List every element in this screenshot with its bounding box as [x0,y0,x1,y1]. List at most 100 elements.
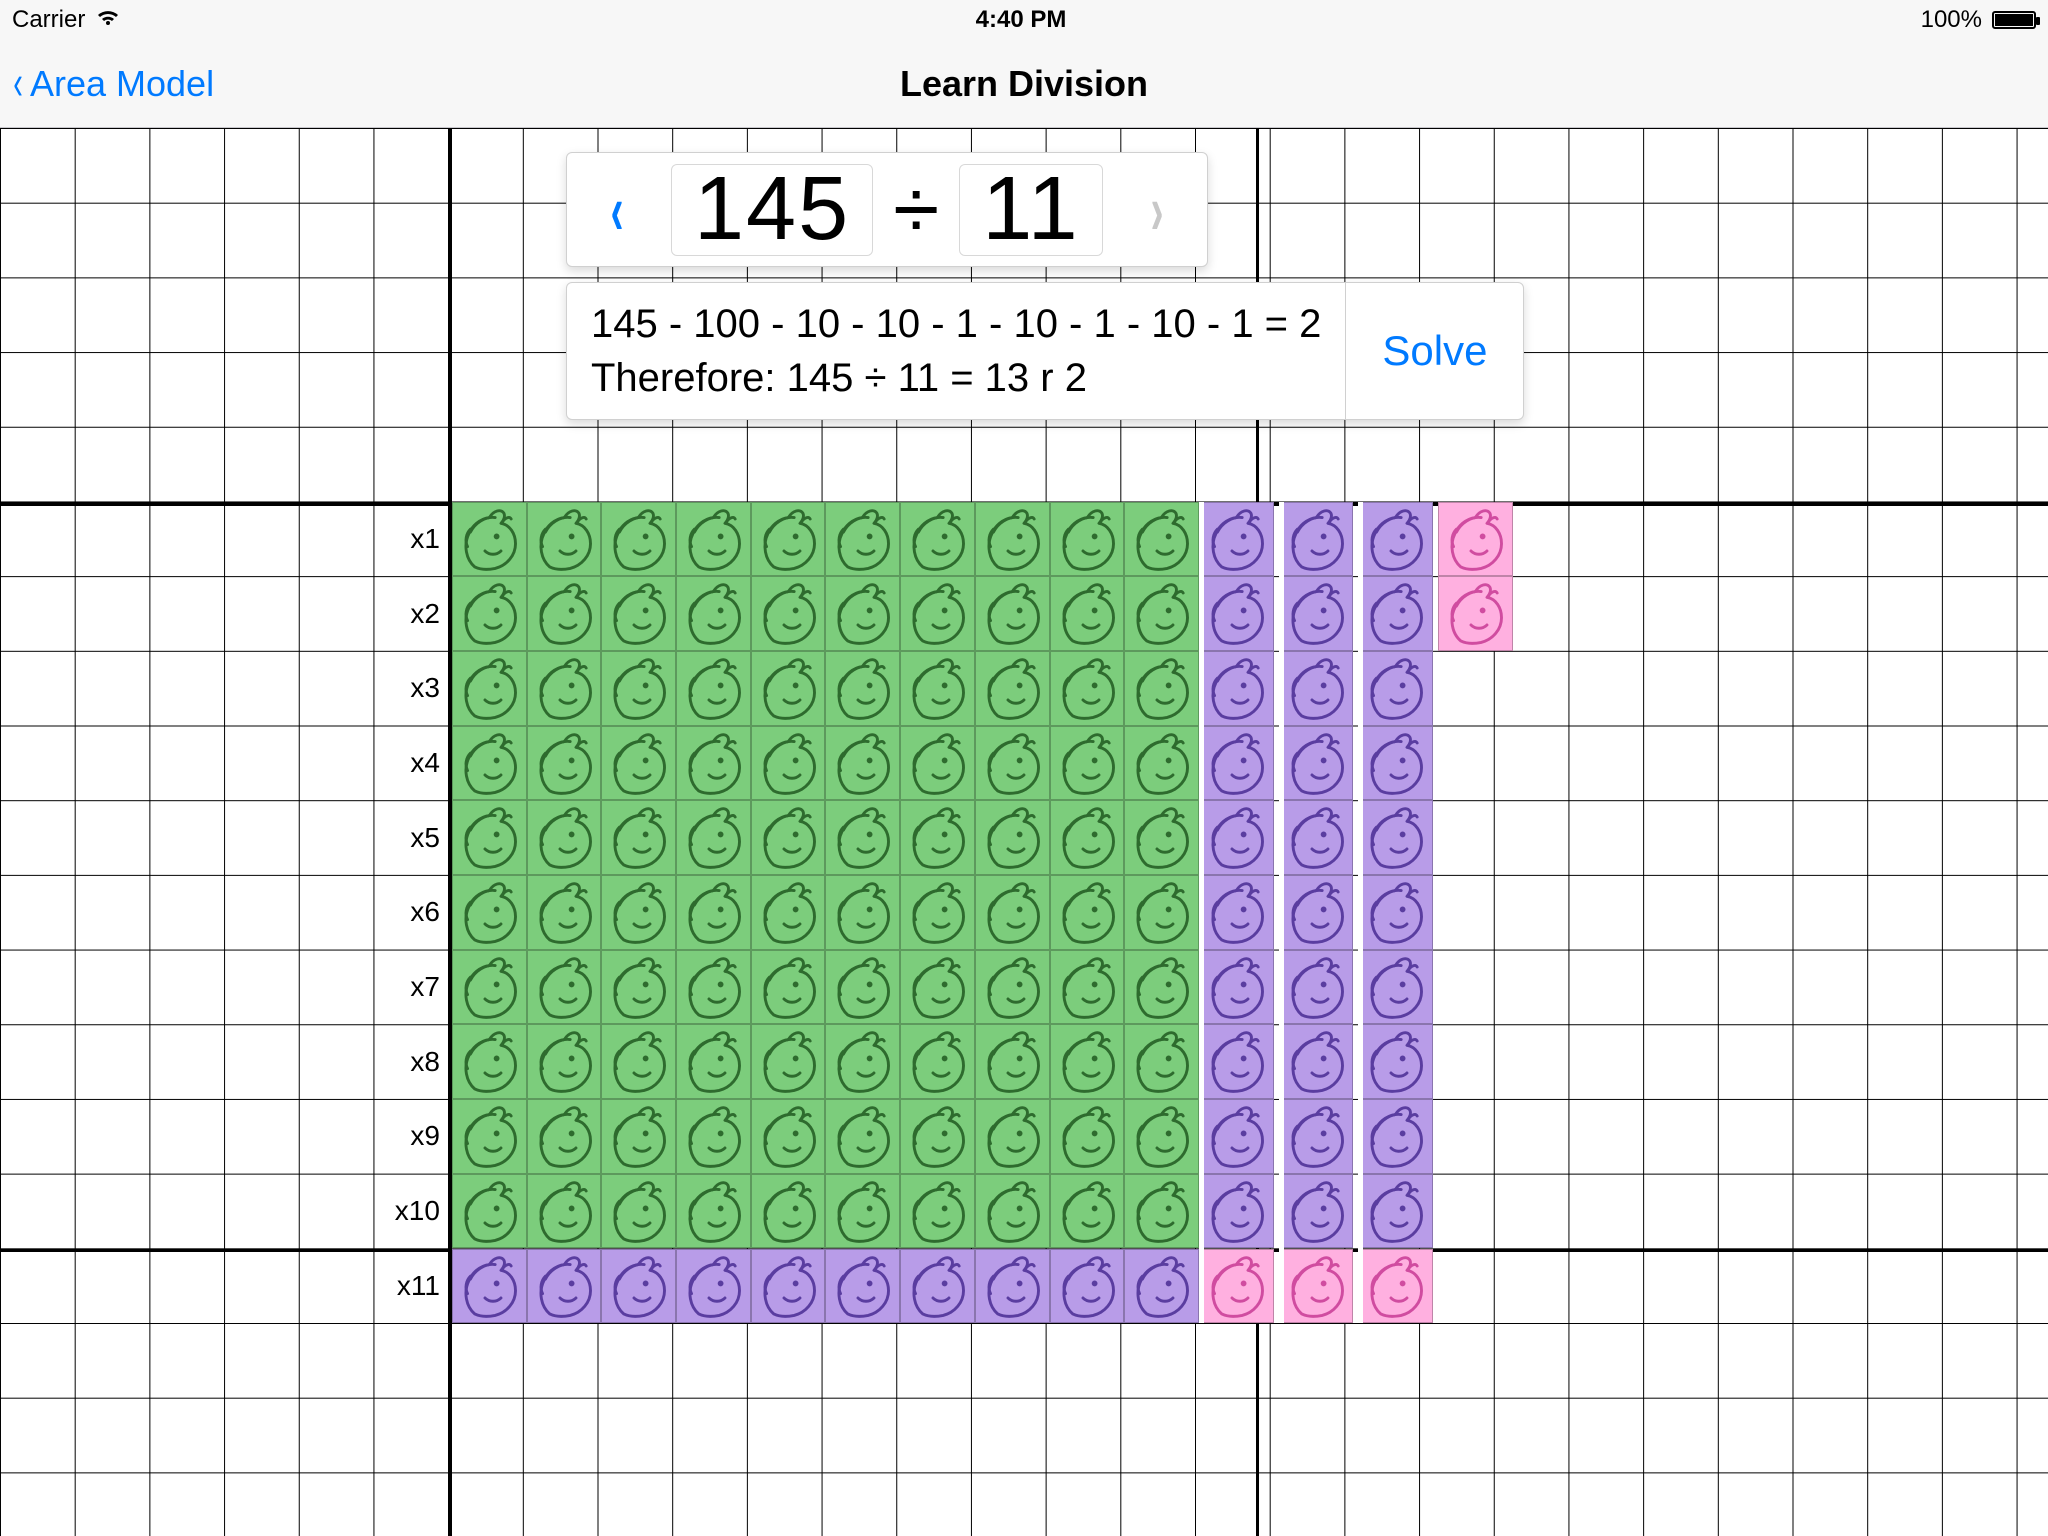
area-cell-green [452,950,527,1025]
area-cell-green [825,576,900,651]
area-cell-green [751,1174,826,1249]
status-left: Carrier [12,6,121,34]
area-cell-green [601,726,676,801]
area-cell-green [900,875,975,950]
solve-button[interactable]: Solve [1345,283,1523,419]
row-label: x11 [380,1270,440,1302]
next-problem-button[interactable]: › [1135,170,1179,250]
area-cell-green [900,950,975,1025]
area-cell-green [676,1174,751,1249]
row-label: x9 [380,1120,440,1152]
area-cell-purple [1358,1099,1433,1174]
area-cell-green [527,502,602,577]
dividend-box[interactable]: 145 [671,164,873,256]
area-cell-green [825,651,900,726]
area-cell-green [825,1174,900,1249]
area-cell-purple [1199,502,1274,577]
area-cell-purple [1050,1249,1125,1324]
area-cell-green [527,1099,602,1174]
row-label: x3 [380,672,440,704]
area-cell-green [676,726,751,801]
row-label: x10 [380,1195,440,1227]
area-cell-green [975,1099,1050,1174]
area-cell-green [601,576,676,651]
area-cell-purple [1199,875,1274,950]
area-cell-green [1050,502,1125,577]
area-cell-purple [1279,1024,1354,1099]
area-cell-purple [900,1249,975,1324]
area-cell-green [825,950,900,1025]
area-cell-green [751,726,826,801]
battery-icon [1992,11,2036,29]
area-cell-green [527,576,602,651]
area-cell-green [1124,1099,1199,1174]
area-cell-green [751,1099,826,1174]
area-cell-green [975,875,1050,950]
area-cell-green [527,875,602,950]
area-cell-green [527,950,602,1025]
area-cell-green [825,875,900,950]
row-label: x4 [380,747,440,779]
row-label: x6 [380,896,440,928]
area-cell-purple [825,1249,900,1324]
area-cell-green [601,651,676,726]
area-cell-green [900,502,975,577]
area-cell-green [975,800,1050,875]
status-time: 4:40 PM [976,6,1067,34]
divisor-box[interactable]: 11 [959,164,1102,256]
area-cell-green [676,651,751,726]
area-cell-green [1124,875,1199,950]
area-cell-green [452,576,527,651]
row-label: x8 [380,1046,440,1078]
area-cell-green [601,950,676,1025]
area-cell-green [825,726,900,801]
area-cell-purple [1199,726,1274,801]
area-cell-purple [1199,1024,1274,1099]
area-cell-green [975,651,1050,726]
area-cell-green [1124,726,1199,801]
battery-percent: 100% [1921,6,1982,34]
area-cell-purple [676,1249,751,1324]
area-cell-purple [1358,651,1433,726]
area-cell-pink [1358,1249,1433,1324]
area-cell-purple [1124,1249,1199,1324]
area-cell-green [900,1099,975,1174]
area-cell-green [1124,800,1199,875]
area-cell-green [975,726,1050,801]
area-cell-green [900,651,975,726]
area-cell-green [975,1024,1050,1099]
area-cell-green [527,800,602,875]
area-cell-green [825,1099,900,1174]
area-cell-green [601,1174,676,1249]
area-cell-purple [1199,651,1274,726]
row-label: x7 [380,971,440,1003]
area-cell-green [900,726,975,801]
area-cell-purple [1279,576,1354,651]
row-label: x2 [380,598,440,630]
area-cell-green [975,950,1050,1025]
status-bar: Carrier 4:40 PM 100% [0,0,2048,40]
area-cell-green [825,502,900,577]
area-cell-green [975,1174,1050,1249]
prev-problem-button[interactable]: ‹ [595,170,639,250]
area-cell-green [452,651,527,726]
row-label: x1 [380,523,440,555]
area-cell-green [601,1024,676,1099]
area-cell-purple [1199,1174,1274,1249]
area-cell-green [900,1024,975,1099]
solve-label: Solve [1382,327,1487,375]
problem-panel: ‹ 145 ÷ 11 › [566,152,1208,267]
area-cell-green [751,1024,826,1099]
area-cell-green [1050,875,1125,950]
area-cell-green [1124,576,1199,651]
area-cell-purple [601,1249,676,1324]
area-cell-green [452,726,527,801]
area-cell-green [1050,1099,1125,1174]
area-cell-green [601,502,676,577]
area-cell-purple [1279,800,1354,875]
area-cell-green [452,875,527,950]
area-cell-green [527,726,602,801]
area-cell-pink [1279,1249,1354,1324]
area-cell-green [527,1174,602,1249]
area-cell-purple [1279,875,1354,950]
